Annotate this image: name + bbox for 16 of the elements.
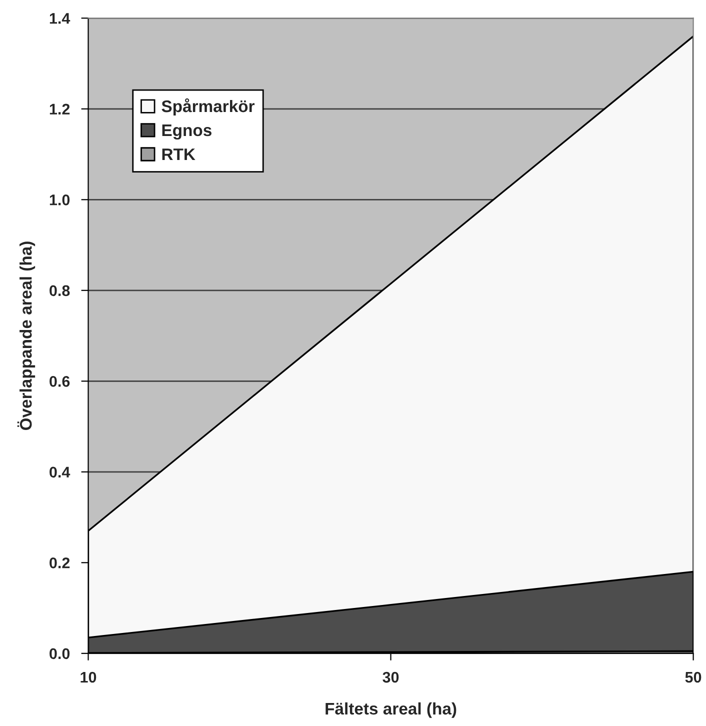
y-tick-label: 1.4 (50, 13, 70, 24)
x-tick-label: 10 (80, 672, 96, 683)
legend-label: RTK (162, 148, 196, 160)
x-tick-label: 50 (685, 672, 702, 683)
legend-label: Egnos (162, 124, 212, 140)
y-tick-label: 0.0 (50, 648, 70, 660)
y-tick-label: 0.2 (50, 558, 70, 568)
y-tick-label: 0.4 (50, 466, 70, 478)
y-tick-label: 0.8 (50, 285, 70, 296)
y-tick-label: 0.6 (50, 376, 70, 387)
x-tick-label: 30 (382, 672, 399, 683)
x-axis-title: Fältets areal (ha) (326, 702, 456, 718)
y-tick-label: 1.0 (50, 194, 70, 206)
legend-label: Spårmarkör (162, 98, 255, 116)
y-tick-label: 1.2 (50, 104, 70, 114)
y-axis-title: Överlappande areal (ha) (17, 242, 36, 430)
